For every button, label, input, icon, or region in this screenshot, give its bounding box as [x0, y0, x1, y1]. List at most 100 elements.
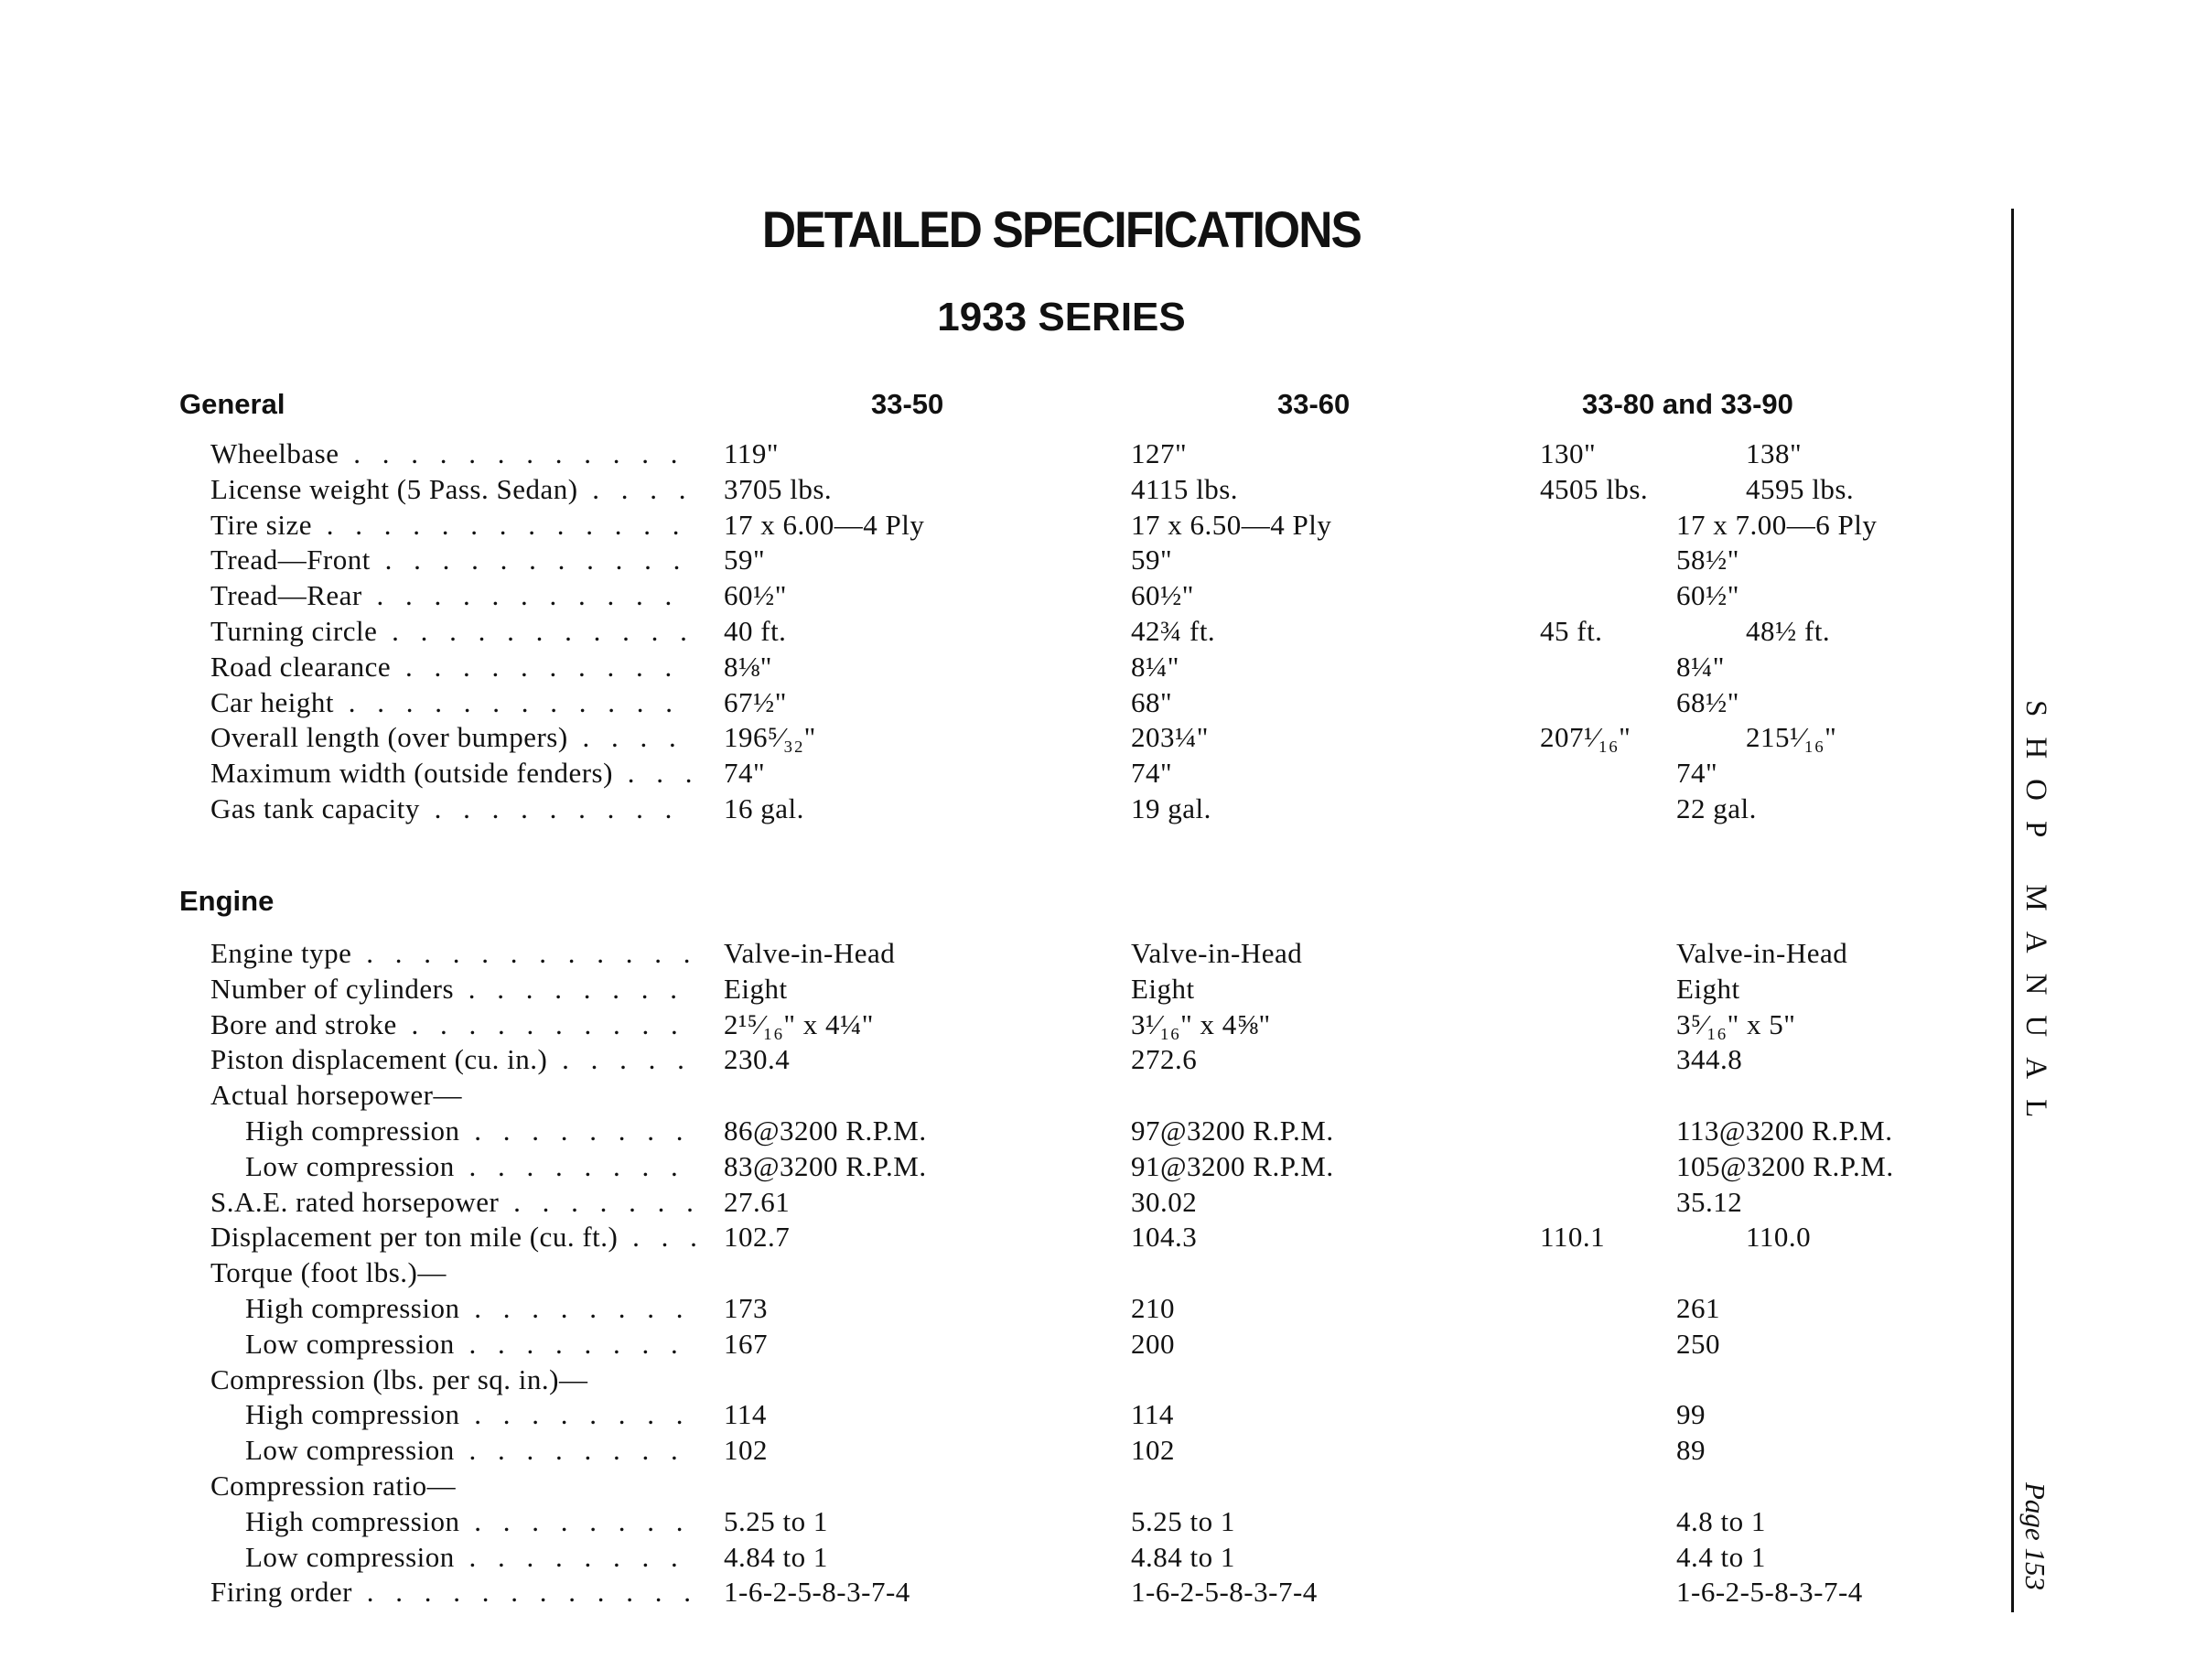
spec-value-c3: 250 [1676, 1327, 1720, 1360]
spec-value-c2: 1-6-2-5-8-3-7-4 [1131, 1576, 1318, 1609]
section-heading-engine: Engine [179, 885, 274, 917]
spec-value-c1: 102.7 [724, 1221, 791, 1254]
margin-rule [2011, 209, 2014, 1612]
spec-label: Low compression [245, 1541, 695, 1574]
column-header-33-60: 33-60 [1277, 388, 1351, 420]
spec-value-c1: 119" [724, 437, 780, 469]
spec-label: Tread—Front [210, 544, 695, 576]
spec-value-c2: Valve-in-Head [1131, 937, 1303, 969]
spec-value-c3: 35.12 [1676, 1185, 1743, 1218]
spec-value-c1: 86@3200 R.P.M. [724, 1115, 927, 1147]
spec-value-c2: 30.02 [1131, 1185, 1198, 1218]
spec-value-c2: 104.3 [1131, 1221, 1198, 1254]
spec-label: Overall length (over bumpers) [210, 721, 695, 754]
spec-value-c1: 230.4 [724, 1043, 791, 1076]
spec-value-c1: 74" [724, 757, 766, 790]
spec-value-c2: 203¼" [1131, 721, 1209, 754]
spec-value-c1: 3705 lbs. [724, 472, 833, 505]
spec-value-c3b: 138" [1746, 437, 1803, 469]
spec-value-c2: 114 [1131, 1398, 1174, 1431]
page-number: Page 153 [2019, 1482, 2051, 1590]
spec-value-c2: 102 [1131, 1434, 1175, 1467]
spec-value-c2: 97@3200 R.P.M. [1131, 1115, 1334, 1147]
spec-value-c1: 5.25 to 1 [724, 1504, 828, 1537]
spec-value-c3: 4.4 to 1 [1676, 1540, 1766, 1573]
spec-value-c1: 173 [724, 1292, 768, 1324]
spec-value-c1: 4.84 to 1 [724, 1540, 828, 1573]
spec-label: Displacement per ton mile (cu. ft.) [210, 1221, 695, 1254]
spec-value-c1: 59" [724, 544, 766, 576]
column-header-33-80-90: 33-80 and 33-90 [1582, 388, 1793, 420]
spec-value-c2: 4115 lbs. [1131, 472, 1239, 505]
spec-label: Piston displacement (cu. in.) [210, 1043, 695, 1076]
spec-value-c3: 17 x 7.00—6 Ply [1676, 508, 1878, 541]
spec-value-c3: 344.8 [1676, 1043, 1743, 1076]
spec-label: High compression [245, 1398, 695, 1431]
spec-value-c3: 4.8 to 1 [1676, 1504, 1766, 1537]
spec-value-c1: 60½" [724, 579, 787, 612]
spec-value-c2: 4.84 to 1 [1131, 1540, 1235, 1573]
spec-value-c2: Eight [1131, 972, 1195, 1005]
spec-value-c2: 200 [1131, 1327, 1175, 1360]
spec-label: Maximum width (outside fenders) [210, 757, 695, 790]
page-subtitle: 1933 SERIES [937, 295, 1186, 339]
spec-value-c2: 5.25 to 1 [1131, 1504, 1235, 1537]
spec-label: Low compression [245, 1434, 695, 1467]
spec-value-c3: Valve-in-Head [1676, 937, 1848, 969]
spec-value-c3: 68½" [1676, 685, 1739, 718]
column-header-33-50: 33-50 [871, 388, 944, 420]
spec-label: Torque (foot lbs.)— [210, 1256, 447, 1289]
spec-label: Firing order [210, 1576, 695, 1609]
spec-label: Tread—Rear [210, 579, 695, 612]
spec-value-c1: 8⅛" [724, 650, 772, 683]
spec-value-c2: 17 x 6.50—4 Ply [1131, 508, 1332, 541]
spec-value-c3: 105@3200 R.P.M. [1676, 1149, 1894, 1182]
spec-value-c3: Eight [1676, 972, 1740, 1005]
shop-manual-label: SHOP MANUAL [2019, 700, 2052, 1138]
spec-value-c1: 2¹⁵⁄₁₆" x 4¼" [724, 1007, 874, 1040]
spec-value-c2: 59" [1131, 544, 1173, 576]
spec-value-c1: Valve-in-Head [724, 937, 896, 969]
spec-value-c3: 58½" [1676, 544, 1739, 576]
spec-label: Wheelbase [210, 437, 695, 470]
spec-value-c2: 3¹⁄₁₆" x 4⅝" [1131, 1007, 1271, 1040]
spec-label: Number of cylinders [210, 973, 695, 1006]
spec-value-c3: 99 [1676, 1398, 1706, 1431]
spec-value-c2: 8¼" [1131, 650, 1179, 683]
spec-value-c2: 91@3200 R.P.M. [1131, 1149, 1334, 1182]
spec-label: High compression [245, 1292, 695, 1325]
spec-value-c1: 17 x 6.00—4 Ply [724, 508, 925, 541]
spec-value-c2: 19 gal. [1131, 792, 1211, 824]
spec-value-c3: 74" [1676, 757, 1718, 790]
spec-value-c1: 1-6-2-5-8-3-7-4 [724, 1576, 910, 1609]
spec-value-c3a: 207¹⁄₁₆" [1540, 721, 1631, 754]
spec-value-c3: 1-6-2-5-8-3-7-4 [1676, 1576, 1863, 1609]
spec-value-c2: 210 [1131, 1292, 1175, 1324]
spec-value-c3a: 110.1 [1540, 1221, 1606, 1254]
spec-label: Bore and stroke [210, 1008, 695, 1041]
spec-label: Low compression [245, 1150, 695, 1183]
spec-value-c1: 27.61 [724, 1185, 791, 1218]
spec-value-c3b: 110.0 [1746, 1221, 1812, 1254]
section-heading-general: General [179, 388, 285, 420]
spec-value-c1: 102 [724, 1434, 768, 1467]
spec-value-c3a: 130" [1540, 437, 1597, 469]
spec-value-c3: 113@3200 R.P.M. [1676, 1115, 1893, 1147]
spec-value-c1: 167 [724, 1327, 768, 1360]
spec-value-c1: 196⁵⁄₃₂" [724, 721, 816, 754]
spec-value-c2: 42¾ ft. [1131, 615, 1216, 647]
spec-value-c1: 83@3200 R.P.M. [724, 1149, 927, 1182]
spec-label: Compression (lbs. per sq. in.)— [210, 1362, 588, 1395]
spec-label: Road clearance [210, 651, 695, 684]
spec-value-c3: 60½" [1676, 579, 1739, 612]
spec-value-c1: Eight [724, 972, 788, 1005]
spec-value-c1: 114 [724, 1398, 767, 1431]
spec-label: S.A.E. rated horsepower [210, 1186, 695, 1219]
spec-value-c3b: 215¹⁄₁₆" [1746, 721, 1837, 754]
spec-value-c2: 60½" [1131, 579, 1194, 612]
spec-label: Gas tank capacity [210, 792, 695, 825]
spec-label: Turning circle [210, 615, 695, 648]
spec-value-c3b: 48½ ft. [1746, 615, 1831, 647]
spec-value-c3: 8¼" [1676, 650, 1725, 683]
spec-value-c1: 16 gal. [724, 792, 804, 824]
